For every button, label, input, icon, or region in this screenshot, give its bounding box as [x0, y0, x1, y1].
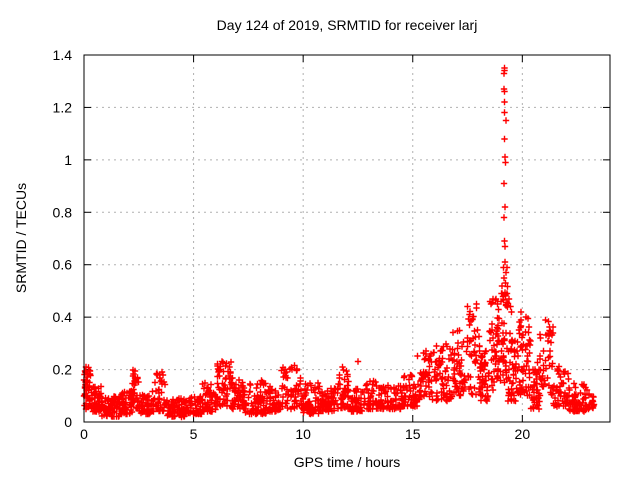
chart-title: Day 124 of 2019, SRMTID for receiver lar… [217, 17, 478, 33]
axis-ticks [83, 54, 610, 423]
y-tick-label: 1.2 [53, 99, 73, 115]
y-axis-label: SRMTID / TECUs [13, 183, 29, 293]
y-tick-label: 0 [64, 414, 72, 430]
plot-border [83, 54, 611, 423]
x-tick-label: 20 [515, 426, 531, 442]
x-tick-label: 10 [295, 426, 311, 442]
y-tick-label: 1.4 [53, 47, 73, 63]
x-tick-labels: 0 5 10 15 20 [80, 426, 530, 442]
y-tick-label: 0.6 [53, 257, 73, 273]
x-axis-label: GPS time / hours [294, 454, 401, 470]
grid-lines [84, 55, 610, 422]
data-points [80, 64, 598, 421]
y-tick-label: 0.8 [53, 204, 73, 220]
y-tick-label: 0.4 [53, 309, 73, 325]
x-tick-label: 5 [190, 426, 198, 442]
x-tick-label: 15 [405, 426, 421, 442]
y-tick-labels: 0 0.2 0.4 0.6 0.8 1 1.2 1.4 [53, 47, 73, 430]
y-tick-label: 0.2 [53, 362, 73, 378]
y-tick-label: 1 [64, 152, 72, 168]
x-tick-label: 0 [80, 426, 88, 442]
